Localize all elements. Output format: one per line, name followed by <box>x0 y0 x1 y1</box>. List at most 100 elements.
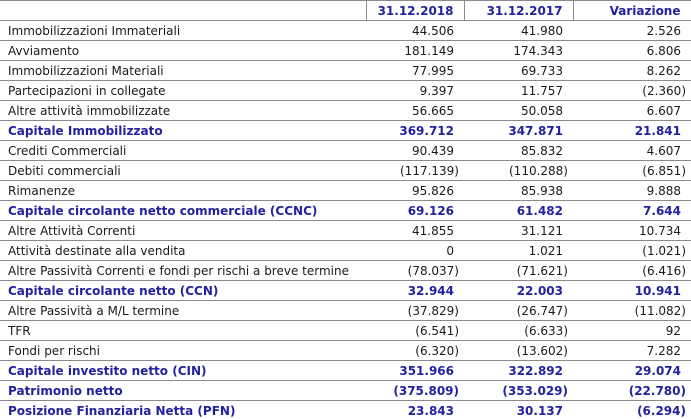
value-2017: 322.892 <box>464 360 573 381</box>
table-row: Altre Passività a M/L termine (37.829) (26… <box>0 300 691 321</box>
value-2017: 85.832 <box>464 140 573 161</box>
value-2017: 85.938 <box>464 180 573 201</box>
row-label: Altre attività immobilizzate <box>0 100 366 121</box>
value-2018: (37.829) <box>366 300 464 321</box>
column-header-2018: 31.12.2018 <box>365 0 464 21</box>
value-variazione: (6.851) <box>573 160 691 181</box>
table-row: Altre Attività Correnti 41.855 31.121 10.73… <box>0 220 691 241</box>
value-variazione: 10.941 <box>573 280 691 301</box>
row-label: Altre Passività Correnti e fondi per ris… <box>0 260 366 281</box>
row-label: Capitale circolante netto commerciale (C… <box>0 200 366 221</box>
value-2018: (375.809) <box>366 380 464 401</box>
value-2018: (78.037) <box>366 260 464 281</box>
value-2017: 50.058 <box>464 100 573 121</box>
row-label: Partecipazioni in collegate <box>0 80 366 101</box>
value-2017: 30.137 <box>464 400 573 419</box>
row-label: Crediti Commerciali <box>0 140 366 161</box>
value-2017: 11.757 <box>464 80 573 101</box>
table-row: Debiti commerciali (117.139) (110.288) (6.8… <box>0 160 691 181</box>
row-label: Patrimonio netto <box>0 380 366 401</box>
value-2018: 181.149 <box>366 40 464 61</box>
value-2017: 1.021 <box>464 240 573 261</box>
value-2017: 61.482 <box>464 200 573 221</box>
row-label: Capitale investito netto (CIN) <box>0 360 366 381</box>
table-row: Capitale Immobilizzato 369.712 347.871 21.8… <box>0 120 691 141</box>
value-variazione: 2.526 <box>573 20 691 41</box>
table-row: Capitale investito netto (CIN) 351.966 322… <box>0 360 691 381</box>
value-2018: 90.439 <box>366 140 464 161</box>
value-variazione: 92 <box>573 320 691 341</box>
value-2018: 369.712 <box>366 120 464 141</box>
row-label: Capitale Immobilizzato <box>0 120 366 141</box>
value-2017: (353.029) <box>464 380 573 401</box>
row-label: TFR <box>0 320 366 341</box>
row-label: Immobilizzazioni Immateriali <box>0 20 366 41</box>
column-header-variazione: Variazione <box>572 0 691 21</box>
header-row: 31.12.2018 31.12.2017 Variazione <box>0 0 691 21</box>
table-row: Fondi per rischi (6.320) (13.602) 7.282 <box>0 340 691 361</box>
value-variazione: 4.607 <box>573 140 691 161</box>
row-label: Altre Attività Correnti <box>0 220 366 241</box>
column-header-2017: 31.12.2017 <box>463 0 573 21</box>
value-variazione: 6.607 <box>573 100 691 121</box>
value-variazione: (1.021) <box>573 240 691 261</box>
row-label: Debiti commerciali <box>0 160 366 181</box>
value-2017: (71.621) <box>464 260 573 281</box>
value-2017: (6.633) <box>464 320 573 341</box>
table-row: Attività destinate alla vendita 0 1.021 (1.… <box>0 240 691 261</box>
value-2018: 77.995 <box>366 60 464 81</box>
value-2018: 56.665 <box>366 100 464 121</box>
table-row: Capitale circolante netto (CCN) 32.944 22.… <box>0 280 691 301</box>
value-variazione: 29.074 <box>573 360 691 381</box>
row-label: Altre Passività a M/L termine <box>0 300 366 321</box>
table-row: Capitale circolante netto commerciale (C… <box>0 200 691 221</box>
row-label: Posizione Finanziaria Netta (PFN) <box>0 400 366 419</box>
value-variazione: 8.262 <box>573 60 691 81</box>
value-variazione: 10.734 <box>573 220 691 241</box>
value-variazione: (6.416) <box>573 260 691 281</box>
value-2018: 0 <box>366 240 464 261</box>
value-2018: (6.320) <box>366 340 464 361</box>
value-variazione: 21.841 <box>573 120 691 141</box>
table-row: TFR (6.541) (6.633) 92 <box>0 320 691 341</box>
value-2018: (117.139) <box>366 160 464 181</box>
row-label: Attività destinate alla vendita <box>0 240 366 261</box>
value-2018: 44.506 <box>366 20 464 41</box>
row-label: Fondi per rischi <box>0 340 366 361</box>
value-2018: 41.855 <box>366 220 464 241</box>
value-2017: (110.288) <box>464 160 573 181</box>
table-row: Rimanenze 95.826 85.938 9.888 <box>0 180 691 201</box>
value-2017: 347.871 <box>464 120 573 141</box>
value-variazione: (6.294) <box>573 400 691 419</box>
table-row: Immobilizzazioni Immateriali 44.506 41.980… <box>0 20 691 41</box>
table-row: Altre Passività Correnti e fondi per ris… <box>0 260 691 281</box>
value-2018: 69.126 <box>366 200 464 221</box>
value-2018: 95.826 <box>366 180 464 201</box>
table-row: Partecipazioni in collegate 9.397 11.757 (2… <box>0 80 691 101</box>
value-2017: 31.121 <box>464 220 573 241</box>
value-2017: (13.602) <box>464 340 573 361</box>
value-variazione: 7.644 <box>573 200 691 221</box>
table-row: Posizione Finanziaria Netta (PFN) 23.843 3… <box>0 400 691 419</box>
value-2018: 32.944 <box>366 280 464 301</box>
table-row: Immobilizzazioni Materiali 77.995 69.733 8.… <box>0 60 691 81</box>
value-variazione: 6.806 <box>573 40 691 61</box>
value-2018: 23.843 <box>366 400 464 419</box>
column-header-empty <box>0 0 366 21</box>
value-variazione: (22.780) <box>573 380 691 401</box>
table-row: Avviamento 181.149 174.343 6.806 <box>0 40 691 61</box>
value-variazione: 7.282 <box>573 340 691 361</box>
value-2017: 41.980 <box>464 20 573 41</box>
row-label: Avviamento <box>0 40 366 61</box>
value-2017: (26.747) <box>464 300 573 321</box>
row-label: Rimanenze <box>0 180 366 201</box>
value-variazione: (11.082) <box>573 300 691 321</box>
table-row: Patrimonio netto (375.809) (353.029) (22.78… <box>0 380 691 401</box>
value-2018: 351.966 <box>366 360 464 381</box>
value-2017: 22.003 <box>464 280 573 301</box>
value-2017: 174.343 <box>464 40 573 61</box>
row-label: Immobilizzazioni Materiali <box>0 60 366 81</box>
value-2018: 9.397 <box>366 80 464 101</box>
